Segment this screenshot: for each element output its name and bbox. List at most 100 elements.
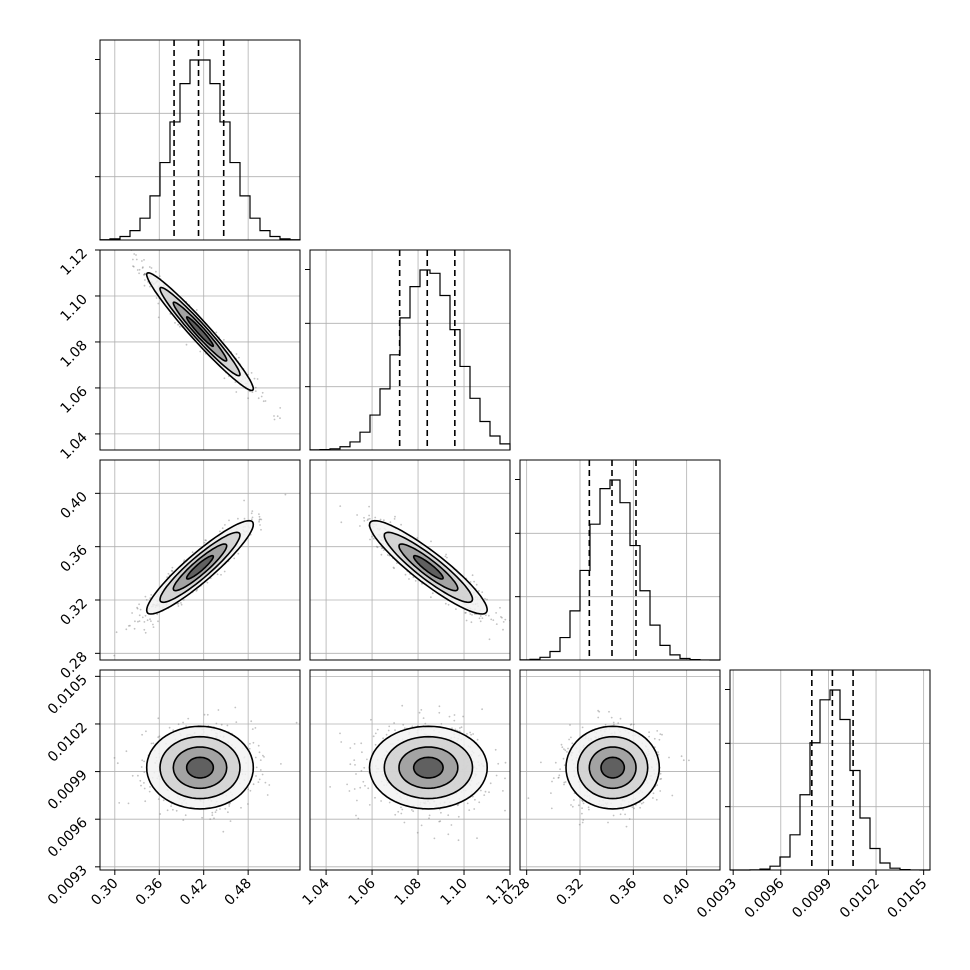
scatter-point	[145, 730, 147, 733]
scatter-point	[258, 778, 261, 781]
scatter-point	[182, 721, 185, 724]
histogram-series	[99, 59, 301, 241]
scatter-point	[552, 777, 555, 779]
scatter-point	[195, 590, 198, 592]
scatter-point	[527, 797, 530, 799]
panel-frame	[99, 669, 301, 871]
scatter-point	[215, 722, 218, 725]
scatter-point	[457, 839, 460, 842]
y-tick-label: 0.36	[57, 542, 90, 575]
scatter-point	[431, 592, 434, 595]
x-tick-label: 1.04	[300, 875, 333, 908]
scatter-point	[144, 595, 147, 598]
scatter-point	[457, 815, 460, 818]
scatter-point	[256, 378, 259, 380]
scatter-point	[557, 777, 560, 779]
scatter-point	[577, 804, 580, 807]
scatter-point	[376, 728, 379, 731]
scatter-point	[438, 711, 441, 714]
scatter-point	[478, 617, 481, 620]
x-tick-label: 0.40	[660, 876, 693, 909]
scatter-point	[648, 735, 650, 738]
scatter-point	[213, 817, 215, 820]
scatter-point	[257, 397, 260, 400]
scatter-point	[364, 784, 366, 787]
scatter-point	[465, 619, 468, 622]
scatter-point	[369, 538, 371, 541]
panel-1-0: 1.04 1.06 1.08 1.10 1.12	[57, 246, 301, 463]
scatter-point	[170, 805, 173, 807]
scatter-point	[368, 514, 370, 517]
scatter-point	[440, 811, 442, 814]
scatter-point	[211, 814, 214, 816]
scatter-point	[172, 729, 175, 732]
scatter-point	[224, 807, 227, 810]
scatter-point	[400, 806, 402, 809]
scatter-point	[440, 723, 443, 725]
scatter-point	[209, 818, 212, 820]
scatter-point	[141, 260, 143, 262]
scatter-point	[410, 809, 413, 811]
scatter-point	[382, 549, 385, 551]
scatter-point	[356, 799, 358, 802]
scatter-point	[473, 808, 476, 810]
scatter-point	[215, 809, 218, 812]
scatter-point	[132, 265, 135, 268]
scatter-point	[132, 258, 134, 261]
scatter-point	[500, 616, 502, 618]
scatter-point	[412, 576, 415, 579]
scatter-point	[492, 619, 495, 621]
scatter-point	[247, 803, 249, 805]
scatter-point	[155, 297, 158, 299]
scatter-point	[143, 782, 145, 784]
scatter-point	[404, 573, 407, 576]
scatter-point	[411, 725, 414, 728]
scatter-point	[570, 736, 572, 739]
scatter-point	[382, 737, 384, 740]
scatter-point	[206, 713, 209, 716]
x-tick-label: 0.0099	[789, 876, 835, 922]
scatter-point	[420, 709, 423, 711]
scatter-point	[138, 603, 141, 606]
scatter-point	[416, 537, 419, 539]
scatter-point	[264, 400, 267, 402]
scatter-point	[237, 552, 240, 555]
y-tick-label: 0.0093	[45, 862, 91, 908]
scatter-point	[573, 799, 575, 801]
scatter-point	[261, 773, 264, 776]
scatter-point	[512, 616, 514, 618]
scatter-point	[559, 768, 561, 771]
x-tick-label: 1.08	[392, 876, 425, 909]
scatter-point	[588, 808, 590, 811]
contour-line	[398, 746, 459, 790]
scatter-point	[479, 620, 482, 623]
scatter-point	[394, 813, 397, 816]
scatter-point	[353, 788, 356, 790]
scatter-point	[660, 777, 663, 780]
scatter-point	[631, 806, 634, 808]
scatter-point	[558, 774, 561, 777]
scatter-point	[557, 776, 560, 779]
scatter-point	[414, 580, 417, 582]
scatter-point	[550, 807, 553, 810]
scatter-point	[144, 631, 147, 634]
scatter-point	[260, 518, 263, 521]
scatter-point	[349, 763, 352, 766]
scatter-point	[195, 309, 198, 311]
scatter-point	[484, 790, 487, 793]
y-tick-label: 0.32	[57, 596, 90, 629]
density-fill	[186, 757, 214, 778]
scatter-point	[393, 567, 395, 570]
scatter-point	[488, 791, 490, 794]
scatter-point	[255, 766, 258, 769]
scatter-point	[143, 284, 146, 287]
scatter-point	[420, 824, 423, 827]
scatter-point	[551, 780, 553, 783]
panel-frame	[309, 459, 511, 661]
scatter-point	[146, 619, 149, 622]
contour-line	[159, 531, 241, 604]
scatter-point	[360, 769, 363, 772]
scatter-point	[138, 614, 141, 617]
scatter-point	[560, 743, 563, 746]
scatter-point	[204, 539, 207, 542]
